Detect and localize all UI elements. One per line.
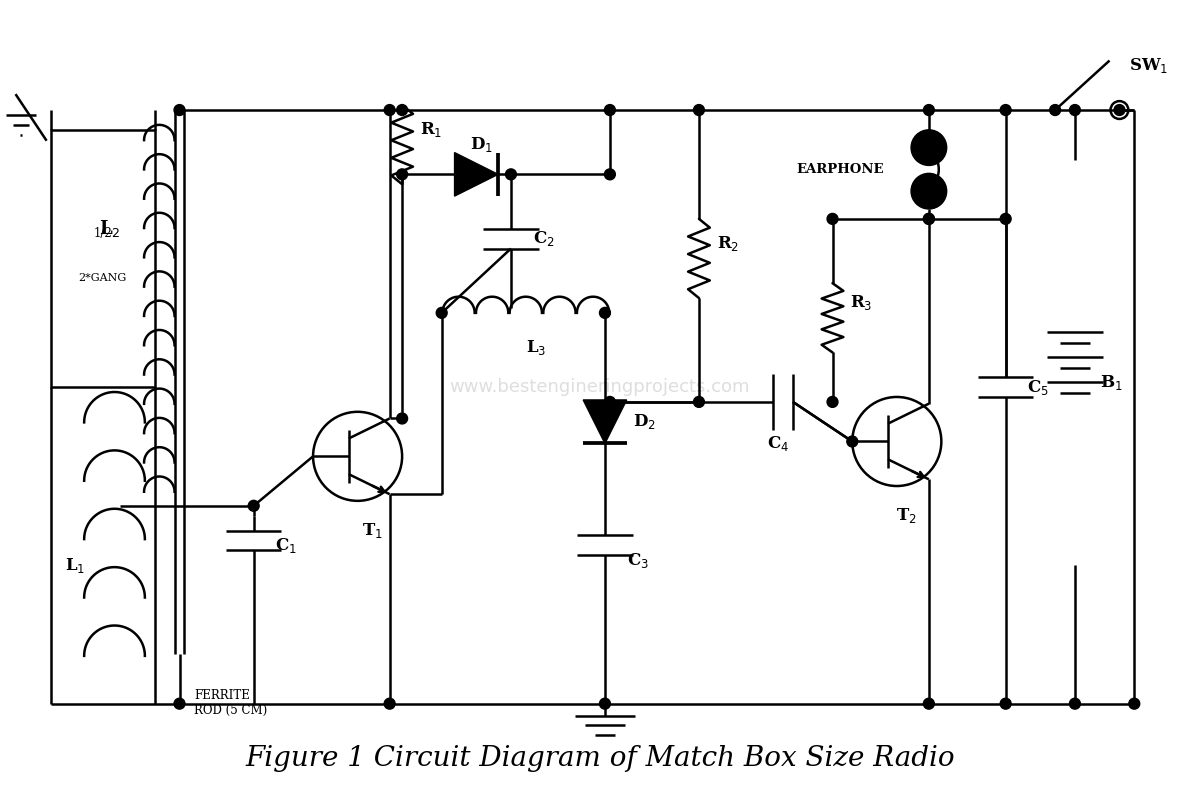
Circle shape — [1114, 105, 1124, 116]
Text: C$_1$: C$_1$ — [276, 536, 298, 555]
Text: D$_1$: D$_1$ — [469, 135, 493, 154]
Text: T$_1$: T$_1$ — [362, 521, 383, 540]
Circle shape — [174, 698, 185, 709]
Text: B$_1$: B$_1$ — [1099, 372, 1122, 392]
Text: C$_4$: C$_4$ — [767, 434, 790, 453]
Circle shape — [1001, 213, 1012, 224]
Text: L$_3$: L$_3$ — [526, 338, 546, 357]
Circle shape — [605, 105, 616, 116]
Text: R$_2$: R$_2$ — [716, 234, 739, 253]
Text: R$_1$: R$_1$ — [420, 120, 443, 139]
Text: R$_3$: R$_3$ — [851, 294, 872, 312]
Circle shape — [911, 130, 947, 165]
Circle shape — [694, 105, 704, 116]
Circle shape — [924, 213, 935, 224]
Circle shape — [1069, 105, 1080, 116]
Bar — [50, 130, 155, 387]
Circle shape — [397, 169, 408, 179]
Circle shape — [605, 169, 616, 179]
Circle shape — [397, 413, 408, 424]
Text: 2*GANG: 2*GANG — [79, 273, 127, 283]
Circle shape — [827, 213, 838, 224]
Circle shape — [1001, 105, 1012, 116]
Circle shape — [911, 173, 947, 209]
Text: L$_1$: L$_1$ — [66, 556, 85, 575]
Circle shape — [248, 501, 259, 512]
Text: SW$_1$: SW$_1$ — [1129, 56, 1169, 75]
Circle shape — [505, 169, 516, 179]
Circle shape — [605, 397, 616, 408]
Text: EARPHONE: EARPHONE — [796, 163, 883, 176]
Circle shape — [1050, 105, 1061, 116]
Text: www.bestengineringprojects.com: www.bestengineringprojects.com — [450, 378, 750, 396]
Circle shape — [847, 436, 858, 447]
Text: T$_2$: T$_2$ — [896, 506, 917, 525]
Text: D$_2$: D$_2$ — [632, 412, 655, 431]
Polygon shape — [583, 400, 626, 443]
Circle shape — [384, 105, 395, 116]
Circle shape — [384, 698, 395, 709]
Circle shape — [600, 698, 611, 709]
Text: C$_2$: C$_2$ — [533, 229, 554, 248]
Text: Figure 1 Circuit Diagram of Match Box Size Radio: Figure 1 Circuit Diagram of Match Box Si… — [245, 745, 955, 771]
Circle shape — [1001, 698, 1012, 709]
Text: L$_2$: L$_2$ — [100, 218, 121, 239]
Text: FERRITE
ROD (5 CM): FERRITE ROD (5 CM) — [194, 689, 268, 717]
Circle shape — [1069, 698, 1080, 709]
Circle shape — [924, 105, 935, 116]
Circle shape — [924, 698, 935, 709]
Circle shape — [827, 397, 838, 408]
Circle shape — [924, 213, 935, 224]
Text: C$_5$: C$_5$ — [1027, 378, 1049, 397]
Circle shape — [600, 308, 611, 318]
Text: C$_3$: C$_3$ — [626, 551, 649, 570]
Circle shape — [397, 105, 408, 116]
Circle shape — [694, 397, 704, 408]
Polygon shape — [455, 153, 498, 196]
Circle shape — [174, 105, 185, 116]
Text: 1/2: 1/2 — [94, 227, 112, 240]
Circle shape — [437, 308, 448, 318]
Circle shape — [1129, 698, 1140, 709]
